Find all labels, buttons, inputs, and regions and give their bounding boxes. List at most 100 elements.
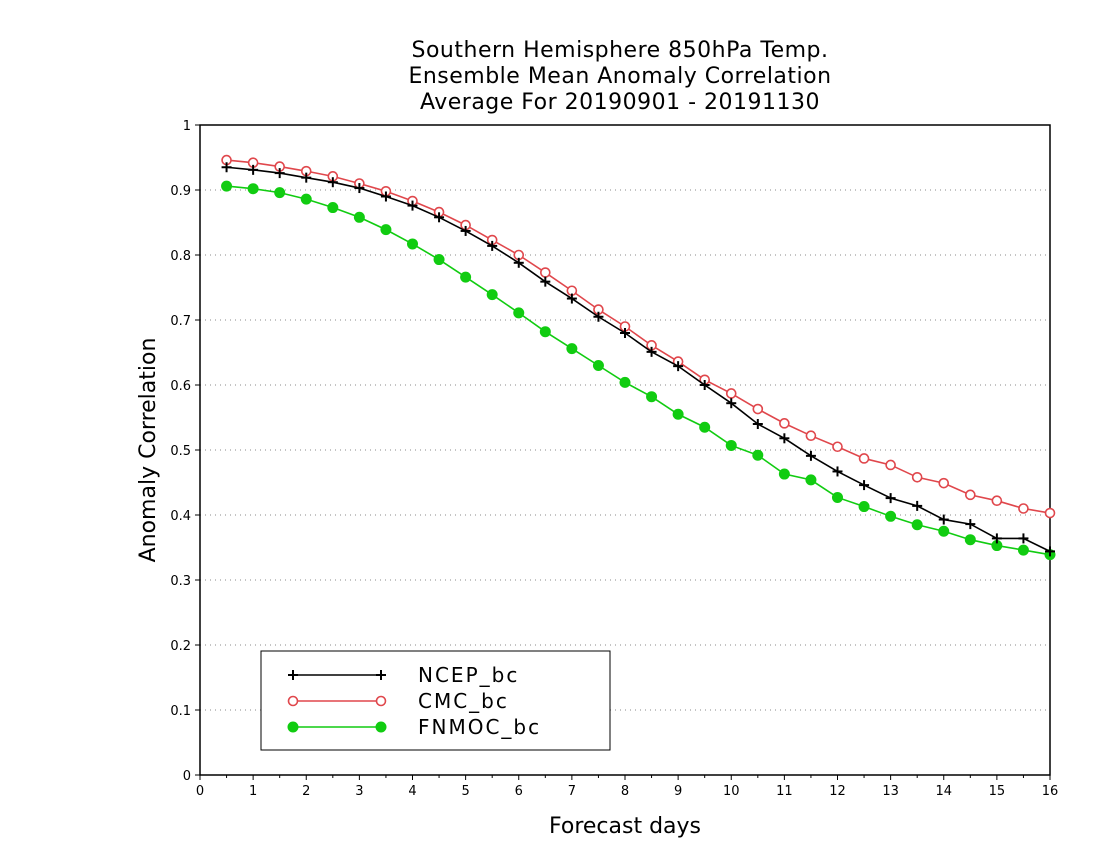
data-point bbox=[593, 311, 604, 322]
x-tick-label: 10 bbox=[723, 784, 740, 799]
y-tick-label: 0.6 bbox=[170, 379, 191, 394]
series-line bbox=[226, 185, 1051, 556]
data-point bbox=[965, 489, 976, 501]
data-point bbox=[964, 534, 976, 546]
data-point bbox=[991, 533, 1002, 544]
data-point bbox=[725, 439, 737, 451]
legend-marker bbox=[375, 695, 387, 707]
x-tick-label: 15 bbox=[989, 784, 1006, 799]
y-tick-label: 0.2 bbox=[170, 639, 191, 654]
data-point bbox=[620, 328, 630, 338]
legend-item-fnmoc-bc: FNMOC_bc bbox=[287, 715, 541, 739]
data-point bbox=[752, 449, 764, 461]
data-point bbox=[327, 202, 339, 214]
data-point bbox=[991, 495, 1003, 507]
data-point bbox=[911, 519, 923, 531]
data-point bbox=[274, 187, 286, 199]
data-point bbox=[540, 267, 551, 278]
legend-label: FNMOC_bc bbox=[418, 715, 541, 739]
legend-item-cmc-bc: CMC_bc bbox=[287, 689, 509, 713]
data-point bbox=[380, 191, 391, 202]
data-point bbox=[965, 519, 976, 530]
data-point bbox=[805, 450, 816, 461]
data-point bbox=[566, 343, 578, 355]
data-point bbox=[407, 200, 418, 211]
data-point bbox=[221, 162, 232, 173]
data-point bbox=[938, 525, 950, 537]
legend-marker bbox=[375, 721, 387, 733]
y-tick-label: 0.1 bbox=[170, 704, 191, 719]
y-tick-label: 0.7 bbox=[170, 314, 191, 329]
data-point bbox=[885, 493, 896, 504]
x-tick-label: 11 bbox=[776, 784, 793, 799]
data-point bbox=[353, 211, 365, 223]
x-tick-label: 3 bbox=[355, 784, 363, 799]
data-point bbox=[885, 510, 897, 522]
series-ncep-bc bbox=[221, 162, 1055, 557]
data-point bbox=[938, 514, 949, 525]
series-line bbox=[226, 166, 1051, 553]
series-cmc-bc bbox=[221, 154, 1056, 519]
series-fnmoc-bc bbox=[221, 180, 1056, 561]
data-point bbox=[327, 177, 338, 188]
data-point bbox=[592, 360, 604, 371]
chart-title-line-3: Average For 20190901 - 20191130 bbox=[419, 90, 821, 115]
data-point bbox=[672, 408, 684, 420]
data-point bbox=[247, 183, 259, 195]
data-point bbox=[779, 418, 790, 429]
legend-marker bbox=[288, 670, 298, 680]
x-tick-label: 12 bbox=[829, 784, 846, 799]
legend-label: NCEP_bc bbox=[418, 663, 519, 687]
data-point bbox=[699, 421, 711, 433]
data-point bbox=[1044, 507, 1056, 519]
y-tick-label: 0.4 bbox=[170, 509, 191, 524]
data-point bbox=[486, 289, 498, 301]
x-tick-label: 5 bbox=[461, 784, 469, 799]
data-point bbox=[1018, 533, 1029, 544]
data-point bbox=[354, 183, 365, 194]
data-point bbox=[1045, 546, 1055, 557]
legend-marker bbox=[287, 721, 299, 733]
data-point bbox=[248, 164, 259, 175]
y-tick-label: 0.5 bbox=[170, 444, 191, 459]
data-point bbox=[938, 477, 950, 489]
legend-label: CMC_bc bbox=[418, 689, 509, 713]
data-point bbox=[646, 391, 658, 403]
data-point bbox=[540, 276, 551, 287]
data-point bbox=[646, 346, 657, 357]
data-point bbox=[725, 388, 737, 399]
data-point bbox=[832, 441, 843, 453]
data-point bbox=[407, 238, 418, 250]
x-tick-label: 0 bbox=[196, 784, 204, 799]
data-point bbox=[912, 500, 923, 511]
y-tick-label: 0.9 bbox=[170, 184, 191, 199]
data-point bbox=[433, 254, 445, 266]
data-point bbox=[673, 361, 684, 372]
x-axis-title: Forecast days bbox=[549, 814, 701, 839]
data-point bbox=[859, 480, 870, 491]
y-axis-title: Anomaly Correlation bbox=[136, 338, 161, 563]
data-point bbox=[619, 376, 631, 388]
data-point bbox=[380, 224, 392, 236]
data-point bbox=[779, 433, 790, 444]
data-point bbox=[832, 491, 843, 503]
data-point bbox=[858, 453, 870, 464]
data-point bbox=[274, 168, 285, 179]
data-point bbox=[805, 430, 817, 442]
data-point bbox=[805, 474, 817, 486]
data-point bbox=[300, 193, 312, 205]
data-point bbox=[885, 459, 896, 471]
data-point bbox=[699, 380, 710, 390]
x-tick-label: 13 bbox=[882, 784, 899, 799]
chart-title-line-1: Southern Hemisphere 850hPa Temp. bbox=[411, 38, 829, 63]
y-tick-label: 0 bbox=[183, 769, 191, 784]
data-point bbox=[1017, 544, 1029, 556]
x-tick-label: 8 bbox=[621, 784, 629, 799]
y-tick-label: 1 bbox=[183, 119, 191, 134]
x-tick-label: 14 bbox=[935, 784, 952, 799]
data-point bbox=[778, 468, 790, 480]
data-point bbox=[726, 398, 737, 409]
data-point bbox=[539, 326, 551, 338]
